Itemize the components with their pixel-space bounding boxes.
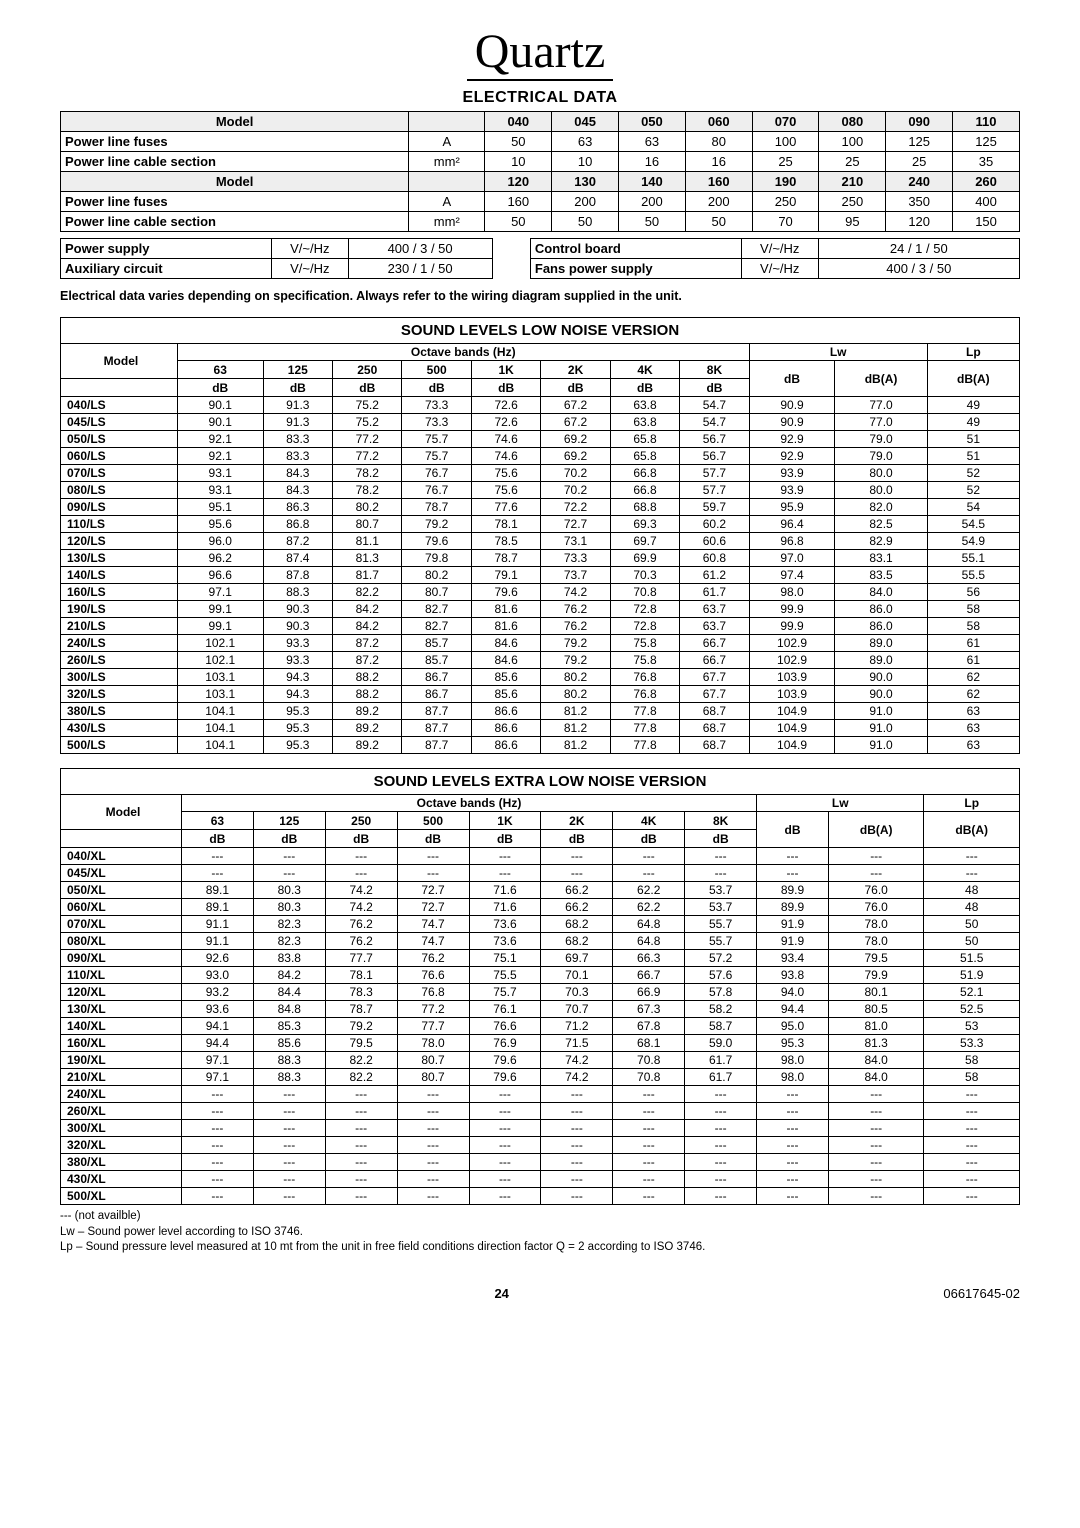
footnotes: --- (not availble)Lw – Sound power level…: [60, 1209, 1020, 1256]
page-number: 24: [60, 1286, 943, 1301]
sound-low-table: SOUND LEVELS LOW NOISE VERSIONModelOctav…: [60, 317, 1020, 754]
logo: Quartz: [60, 30, 1020, 81]
page: Quartz ELECTRICAL DATA Model040045050060…: [60, 30, 1020, 1301]
supply-table: Power supplyV/~/Hz400 / 3 / 50Control bo…: [60, 238, 1020, 279]
sound-xl-section: SOUND LEVELS EXTRA LOW NOISE VERSIONMode…: [60, 768, 1020, 1205]
electrical-table: Model040045050060070080090110Power line …: [60, 111, 1020, 232]
electrical-title: ELECTRICAL DATA: [60, 89, 1020, 107]
elec-note: Electrical data varies depending on spec…: [60, 289, 1020, 303]
logo-text: Quartz: [467, 30, 614, 81]
sound-low-section: SOUND LEVELS LOW NOISE VERSIONModelOctav…: [60, 317, 1020, 754]
footer: 24 06617645-02: [60, 1286, 1020, 1301]
sound-xl-table: SOUND LEVELS EXTRA LOW NOISE VERSIONMode…: [60, 768, 1020, 1205]
doc-number: 06617645-02: [943, 1286, 1020, 1301]
